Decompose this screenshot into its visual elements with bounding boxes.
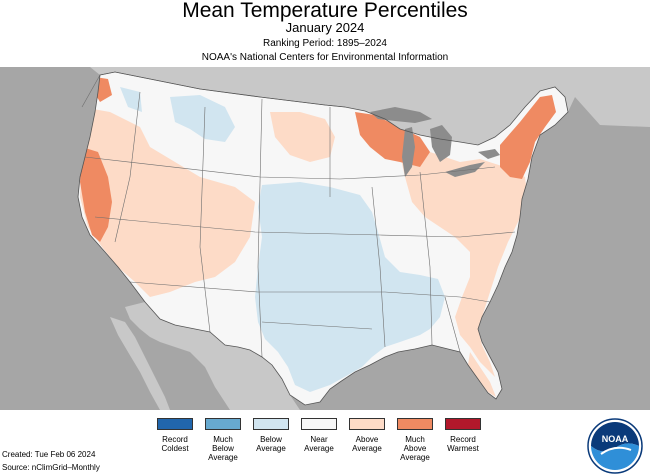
lake-michigan	[402, 127, 415, 177]
legend-item-record-warmest: Record Warmest	[439, 418, 487, 453]
legend-label: Much Above Average	[400, 435, 430, 462]
legend-swatch	[301, 418, 337, 430]
lake-erie	[445, 162, 485, 177]
below-average-north	[170, 95, 235, 142]
legend-label: Above Average	[352, 435, 382, 453]
baja-land	[110, 317, 170, 410]
legend-swatch	[205, 418, 241, 430]
legend-swatch	[445, 418, 481, 430]
legend-item-much-below: Much Below Average	[199, 418, 247, 462]
legend-item-much-above: Much Above Average	[391, 418, 439, 462]
mexico-land	[125, 302, 300, 410]
map-title: Mean Temperature Percentiles	[182, 0, 468, 22]
much-above-average-florida	[468, 352, 496, 397]
above-average-west	[80, 107, 255, 297]
legend-label: Below Average	[256, 435, 286, 453]
above-average-northeast	[400, 152, 528, 377]
above-average-northern-plains	[270, 112, 335, 162]
legend-label: Record Warmest	[447, 435, 479, 453]
legend-item-below: Below Average	[247, 418, 295, 453]
below-average-idaho	[120, 87, 142, 112]
legend-label: Record Coldest	[161, 435, 189, 453]
organization-line: NOAA's National Centers for Environmenta…	[201, 52, 449, 63]
lake-huron	[430, 125, 452, 162]
much-above-average-new-england	[500, 95, 556, 179]
legend-item-above: Above Average	[343, 418, 391, 453]
data-source: Source: nClimGrid–Monthly	[2, 463, 100, 472]
canada-land	[0, 67, 650, 145]
ranking-period: Ranking Period: 1895–2024	[263, 38, 387, 49]
legend: Record Coldest Much Below Average Below …	[0, 418, 650, 473]
lake-ontario	[478, 149, 500, 159]
legend-swatch	[253, 418, 289, 430]
map-subtitle: January 2024	[285, 20, 365, 35]
noaa-logo-text: NOAA	[602, 434, 629, 444]
legend-item-near: Near Average	[295, 418, 343, 453]
us-outline	[77, 71, 569, 406]
legend-swatch	[349, 418, 385, 430]
legend-label: Much Below Average	[208, 435, 238, 462]
temperature-map	[0, 67, 650, 410]
noaa-logo: NOAA	[587, 418, 643, 474]
much-above-average-pacific	[80, 147, 112, 242]
legend-label: Near Average	[304, 435, 334, 453]
legend-item-record-coldest: Record Coldest	[151, 418, 199, 453]
created-date: Created: Tue Feb 06 2024	[2, 450, 96, 459]
legend-swatch	[157, 418, 193, 430]
below-average-central	[255, 182, 445, 392]
legend-swatch	[397, 418, 433, 430]
